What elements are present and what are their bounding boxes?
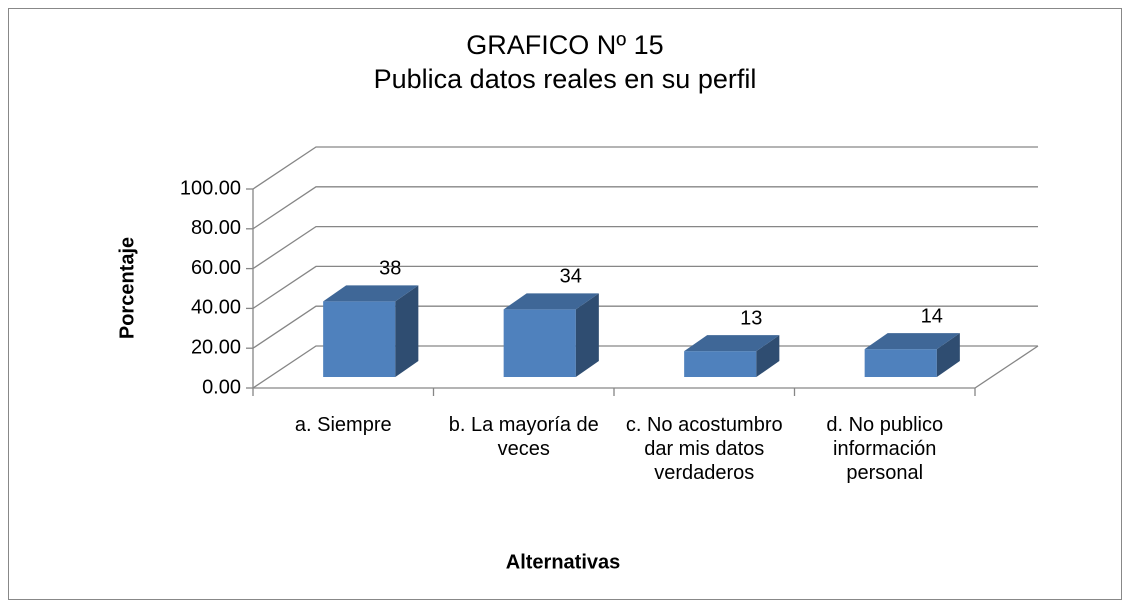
grid-line: [252, 265, 1038, 309]
y-tick-label: 60.00: [191, 257, 241, 279]
chart-title: GRAFICO Nº 15: [466, 30, 664, 60]
x-tick-label: d. No publico información personal: [826, 414, 944, 484]
y-tick-label: 0.00: [202, 376, 241, 398]
bar-top: [864, 333, 960, 350]
grid-line: [252, 186, 1038, 230]
bar-front: [684, 351, 757, 377]
bar-front: [864, 349, 937, 377]
value-label: 34: [560, 266, 582, 288]
x-axis-label: Alternativas: [506, 551, 621, 573]
y-tick-label: 80.00: [191, 217, 241, 239]
bar-top: [323, 285, 419, 302]
bar: [323, 285, 419, 377]
value-label: 14: [921, 305, 943, 327]
bar-side: [575, 293, 599, 377]
bar-front: [503, 309, 576, 377]
grid-line: [252, 146, 1038, 190]
value-label: 38: [379, 258, 401, 280]
bar: [503, 293, 599, 377]
grid-line: [252, 305, 1038, 349]
chart-border: [8, 8, 1122, 600]
grid-line: [252, 345, 1038, 389]
bar-side: [756, 335, 780, 377]
bar-top: [503, 293, 599, 310]
y-tick-label: 20.00: [191, 336, 241, 358]
x-tick-label: b. La mayoría de veces: [448, 414, 599, 460]
y-axis-label: Porcentaje: [116, 237, 138, 339]
bar: [864, 333, 960, 377]
bar-side: [936, 333, 960, 377]
x-tick-label: c. No acostumbro dar mis datos verdadero…: [625, 414, 783, 484]
bar-top: [684, 335, 780, 352]
y-tick-label: 40.00: [191, 297, 241, 319]
x-tick-label: a. Siempre: [294, 414, 392, 436]
grid-line: [252, 225, 1038, 270]
y-tick-label: 100.00: [180, 177, 241, 199]
bar-front: [323, 301, 396, 377]
chart-subtitle: Publica datos reales en su perfil: [373, 64, 757, 94]
bar: [684, 335, 780, 377]
value-label: 13: [740, 307, 762, 329]
bar-side: [395, 285, 419, 377]
